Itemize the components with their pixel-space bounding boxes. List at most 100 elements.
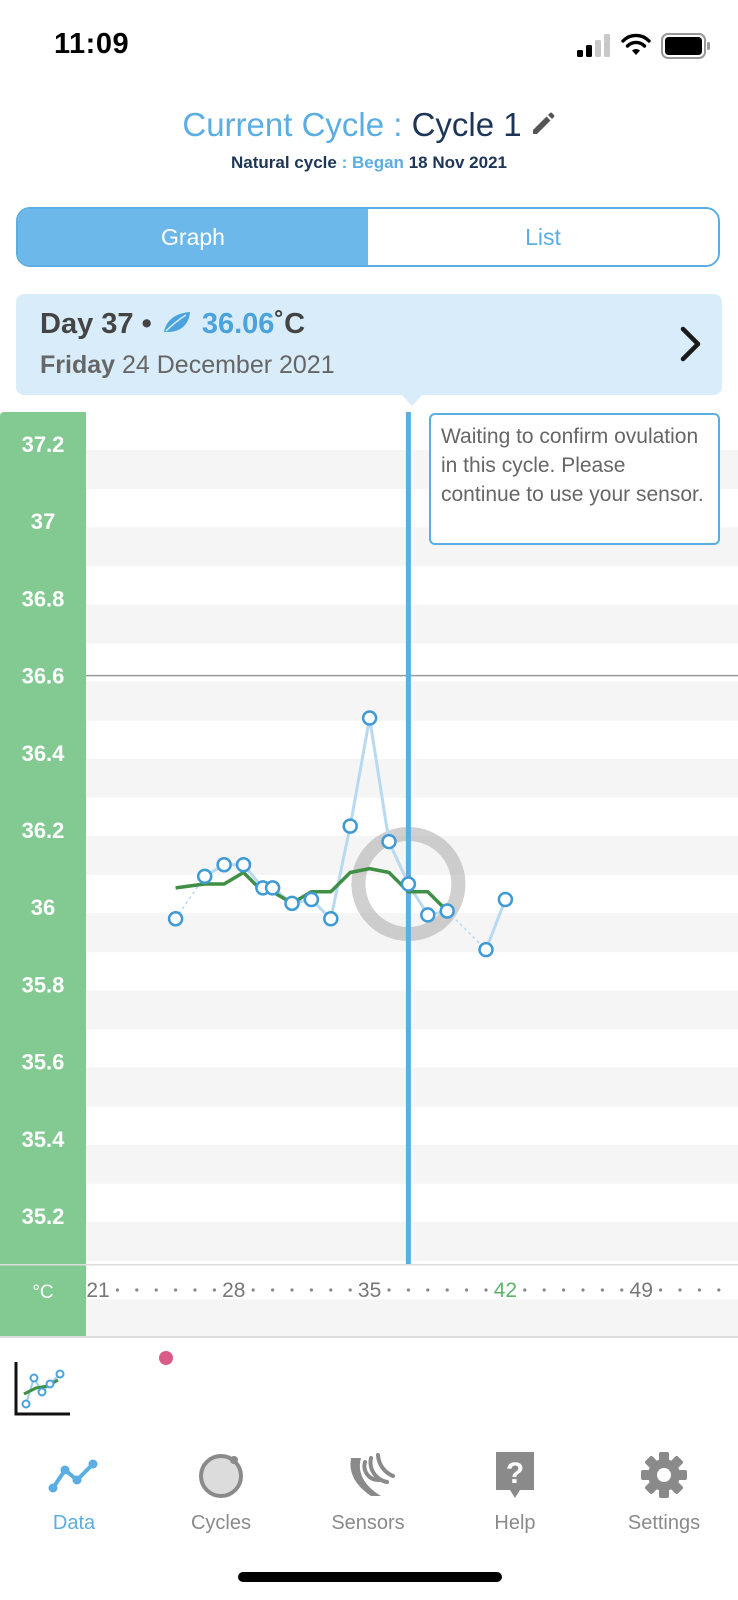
grid-band bbox=[86, 1299, 738, 1338]
cycle-name: Cycle 1 bbox=[411, 106, 522, 143]
reading-point[interactable] bbox=[439, 903, 455, 919]
reading-point[interactable] bbox=[303, 891, 320, 908]
pencil-icon[interactable] bbox=[530, 111, 556, 137]
grid-bands bbox=[0, 450, 738, 1338]
x-tick-dot bbox=[542, 1288, 546, 1292]
cycle-subtitle: Natural cycle : Began 18 Nov 2021 bbox=[0, 153, 738, 173]
y-unit-label: °C bbox=[32, 1282, 53, 1303]
reading-point[interactable] bbox=[216, 856, 232, 873]
reading-point[interactable] bbox=[420, 907, 436, 923]
cycle-title-prefix: Current Cycle : bbox=[182, 106, 403, 143]
axis-bottom-border bbox=[0, 1336, 738, 1338]
tab-help[interactable]: ? Help bbox=[441, 1440, 589, 1535]
cycle-separator: : bbox=[341, 153, 348, 172]
x-tick-dot bbox=[484, 1288, 488, 1292]
x-tick-dot bbox=[523, 1288, 527, 1292]
x-tick-label: 35 bbox=[358, 1279, 381, 1302]
tab-label: Help bbox=[494, 1512, 536, 1534]
y-axis-panel bbox=[0, 412, 86, 1338]
x-tick-label: 42 bbox=[494, 1279, 517, 1302]
y-tick-labels: 37.2 37 36.8 36.6 36.4 36.2 36 35.8 35.6 35.4 35.2… bbox=[22, 432, 66, 1303]
reading-point[interactable] bbox=[381, 833, 397, 850]
x-tick-dot bbox=[465, 1288, 469, 1292]
help-icon: ? bbox=[496, 1452, 534, 1498]
tab-label: Settings bbox=[627, 1512, 701, 1534]
series bbox=[167, 710, 514, 958]
x-tick-dot bbox=[697, 1288, 702, 1292]
svg-text:?: ? bbox=[506, 1457, 524, 1490]
reading-point[interactable] bbox=[167, 911, 184, 927]
y-tick-label: 36 bbox=[31, 895, 55, 920]
tab-data[interactable]: Data bbox=[0, 1440, 148, 1535]
graph-tab[interactable]: Graph bbox=[18, 209, 368, 265]
y-tick-label: 36.2 bbox=[22, 818, 65, 843]
y-tick-label: 36.4 bbox=[22, 741, 66, 766]
x-tick-dot bbox=[678, 1288, 682, 1292]
reading-point[interactable] bbox=[323, 911, 339, 927]
x-tick-dot bbox=[154, 1288, 158, 1292]
x-tick-dot bbox=[562, 1288, 566, 1292]
reading-point[interactable] bbox=[400, 876, 417, 892]
y-tick-label: 35.4 bbox=[22, 1127, 66, 1152]
y-tick-label: 37.2 bbox=[22, 432, 65, 457]
cycle-title: Current Cycle : Cycle 1 bbox=[0, 106, 738, 144]
grid-band bbox=[86, 1144, 738, 1184]
x-tick-dot bbox=[290, 1288, 294, 1292]
reading-segment bbox=[329, 825, 352, 920]
chart-toggle-icon[interactable] bbox=[14, 1358, 72, 1416]
tab-sensors[interactable]: Sensors bbox=[294, 1440, 442, 1535]
chevron-right-icon[interactable] bbox=[677, 324, 705, 364]
data-icon bbox=[48, 1459, 98, 1493]
reading-point[interactable] bbox=[196, 868, 213, 885]
ovulation-tooltip: Waiting to confirm ovulation in this cyc… bbox=[429, 413, 720, 545]
list-tab[interactable]: List bbox=[368, 209, 718, 265]
status-bar: 11:09 bbox=[0, 0, 738, 90]
reading-segment bbox=[484, 898, 507, 951]
sensor-drop-icon bbox=[163, 312, 190, 333]
x-tick-dot bbox=[174, 1288, 178, 1292]
reading-point[interactable] bbox=[235, 856, 252, 873]
x-tick-dot bbox=[600, 1288, 605, 1292]
grid-band bbox=[86, 758, 738, 798]
day-label: Day 37 bbox=[40, 308, 134, 340]
temperature-chart[interactable]: 37.2 37 36.8 36.6 36.4 36.2 36 35.8 35.6 35.4 35.2… bbox=[0, 412, 738, 1338]
reading-segment bbox=[368, 717, 391, 842]
bullet: • bbox=[141, 308, 152, 340]
tab-cycles[interactable]: Cycles bbox=[147, 1440, 295, 1535]
day-temperature: 36.06 bbox=[201, 308, 275, 340]
x-tick-dot bbox=[212, 1288, 216, 1292]
settings-icon bbox=[641, 1452, 687, 1498]
reading-segment bbox=[387, 840, 410, 885]
x-axis: 21 28 35 42 49 bbox=[86, 1279, 721, 1302]
reading-point[interactable] bbox=[478, 941, 494, 958]
tab-settings[interactable]: Settings bbox=[590, 1440, 738, 1535]
x-tick-dot bbox=[115, 1288, 119, 1292]
x-tick-dot bbox=[445, 1288, 449, 1292]
x-tick-dot bbox=[717, 1288, 721, 1292]
axis-top-border bbox=[0, 1264, 738, 1266]
reading-point[interactable] bbox=[342, 818, 358, 834]
grid-band bbox=[86, 836, 738, 875]
grid-band bbox=[86, 1222, 738, 1261]
sensors-icon bbox=[350, 1453, 395, 1496]
grid-band bbox=[86, 681, 738, 721]
y-tick-label: 35.6 bbox=[22, 1050, 65, 1075]
event-marker[interactable] bbox=[159, 1351, 173, 1365]
x-tick-dot bbox=[406, 1288, 410, 1292]
temperature-unit: ˚C bbox=[274, 308, 306, 340]
tab-bar: Data Cycles Sensors ? Help bbox=[0, 1440, 738, 1550]
tab-label: Sensors bbox=[331, 1512, 405, 1534]
reading-point[interactable] bbox=[361, 710, 378, 726]
x-tick-dot bbox=[581, 1288, 585, 1292]
y-tick-label: 35.2 bbox=[22, 1204, 65, 1229]
day-card[interactable]: Day 37 • 36.06˚C Friday 24 December 2021 bbox=[16, 294, 722, 395]
reading-point[interactable] bbox=[264, 880, 281, 896]
grid-band bbox=[86, 1067, 738, 1107]
y-tick-label: 37 bbox=[31, 509, 55, 534]
cycle-type: Natural cycle bbox=[231, 153, 337, 172]
reading-point[interactable] bbox=[497, 891, 514, 908]
x-tick-dot bbox=[251, 1288, 255, 1292]
x-tick-dot bbox=[659, 1288, 663, 1292]
reading-point[interactable] bbox=[284, 895, 300, 912]
home-indicator[interactable] bbox=[238, 1572, 502, 1582]
